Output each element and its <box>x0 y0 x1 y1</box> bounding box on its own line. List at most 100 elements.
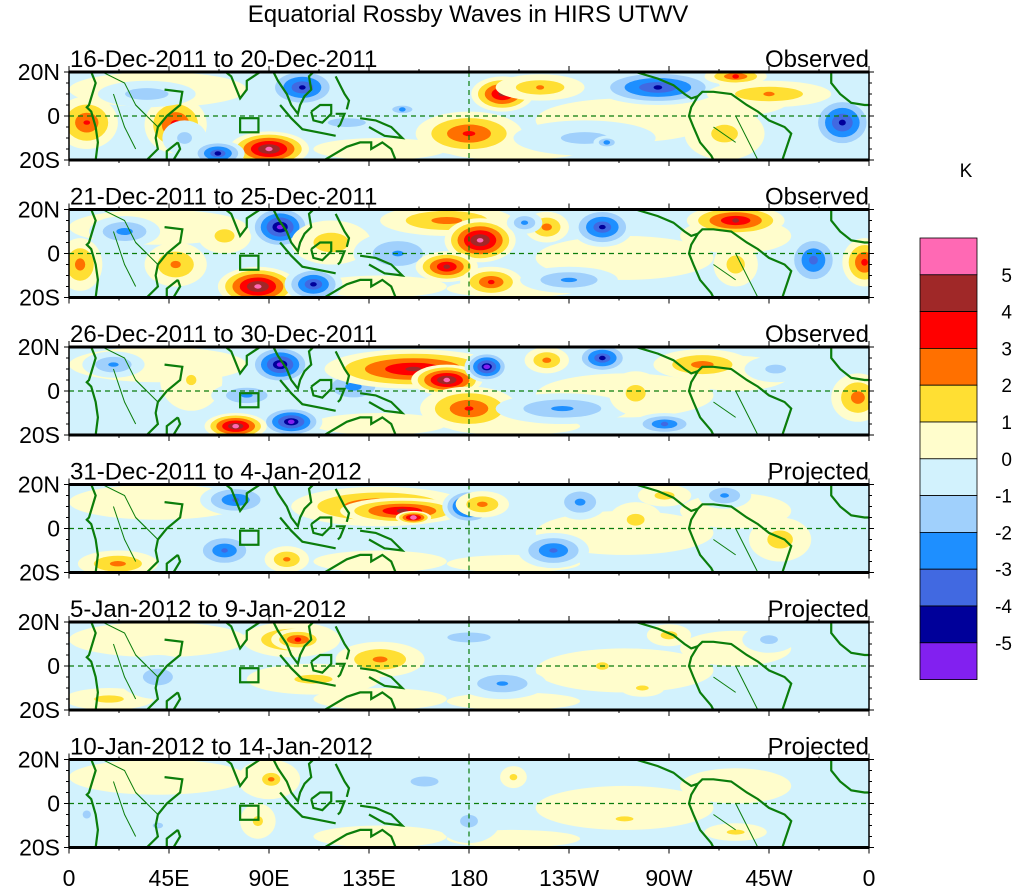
border-line <box>735 665 759 710</box>
region-box <box>239 117 260 134</box>
y-tick-label: 20N <box>18 334 60 360</box>
contour-level <box>254 284 262 289</box>
y-tick-label: 20N <box>18 609 60 635</box>
contour-level <box>574 498 586 506</box>
coastline <box>165 416 182 435</box>
coastline <box>310 791 333 812</box>
region-box <box>239 392 260 409</box>
x-tick-label: 90W <box>645 865 693 890</box>
contour-level <box>487 279 495 285</box>
coastline <box>310 516 333 537</box>
anomaly-field <box>69 209 869 298</box>
contour-level <box>654 491 675 500</box>
anomaly-feature <box>415 111 523 156</box>
coastline <box>830 209 869 244</box>
panel-status-label: Observed <box>765 46 869 73</box>
coastline <box>687 95 715 160</box>
panel-1: 20N 0 20S 16-Dec-2011 to 20-Dec-2011 Observe… <box>18 46 874 173</box>
contour-level <box>732 218 740 223</box>
contour-level <box>108 362 119 367</box>
coastline <box>310 378 333 399</box>
contour-level <box>720 493 729 498</box>
coastline <box>279 516 336 550</box>
coastline <box>272 622 315 667</box>
panels: 20N 0 20S 16-Dec-2011 to 20-Dec-2011 Observe… <box>18 46 874 861</box>
anomaly-feature <box>495 74 585 101</box>
panel-2: 20N 0 20S 21-Dec-2011 to 25-Dec-2011 Observe… <box>18 184 874 311</box>
anomaly-feature <box>420 386 518 431</box>
anomaly-feature <box>69 796 105 833</box>
colorbar-swatch <box>919 311 978 349</box>
field-weak-positive <box>69 759 247 795</box>
coastline <box>323 828 397 848</box>
border-line <box>112 368 137 425</box>
anomaly-feature <box>464 351 509 383</box>
coastline <box>697 90 793 160</box>
panel-4: 20N 0 20S 31-Dec-2011 to 4-Jan-2012 Projecte… <box>18 459 874 586</box>
contour-level <box>599 224 606 230</box>
x-tick-label: 45E <box>149 865 190 890</box>
panel-period-label: 21-Dec-2011 to 25-Dec-2011 <box>70 184 377 211</box>
coastline <box>272 209 315 254</box>
contour-level <box>861 258 868 266</box>
panel-status-label: Observed <box>765 184 869 211</box>
anomaly-feature <box>620 679 665 697</box>
anomaly-feature <box>831 373 869 422</box>
anomaly-feature <box>744 355 807 383</box>
anomaly-feature <box>609 371 663 416</box>
colorbar-swatch <box>919 384 978 423</box>
coastline <box>272 72 315 117</box>
anomaly-feature <box>786 233 841 287</box>
contour-level <box>711 124 738 143</box>
region-box <box>239 254 260 271</box>
border-line <box>735 528 759 573</box>
contour-level <box>542 357 552 363</box>
coastline <box>830 759 869 794</box>
anomaly-feature <box>249 209 312 250</box>
panel-3: 20N 0 20S 26-Dec-2011 to 30-Dec-2011 Observe… <box>18 321 874 448</box>
colorbar-tick-label: -3 <box>995 560 1012 581</box>
contour-level <box>252 816 263 827</box>
anomaly-feature <box>324 349 503 389</box>
coastline <box>635 759 699 788</box>
coastline <box>635 484 699 513</box>
coastline <box>85 347 99 435</box>
region-box <box>239 667 260 684</box>
coastline <box>334 763 351 798</box>
anomaly-feature <box>193 532 256 569</box>
anomaly-feature <box>811 96 869 149</box>
colorbar-tick-label: 1 <box>1001 413 1012 434</box>
contour-level <box>109 561 126 567</box>
coastline <box>697 228 793 298</box>
y-tick-label: 20N <box>18 59 60 85</box>
field-weak-positive <box>69 622 247 658</box>
coastline <box>310 103 333 124</box>
y-tick-label: 0 <box>47 791 60 817</box>
contour-level <box>483 364 491 369</box>
contour-level <box>496 681 509 686</box>
coastlines <box>85 759 869 848</box>
colorbar-swatch <box>919 532 978 570</box>
coastline <box>697 365 793 435</box>
coastline <box>830 484 869 519</box>
coastline <box>85 759 99 848</box>
contour-level <box>653 85 663 90</box>
contour-level <box>551 406 574 412</box>
panel-period-label: 5-Jan-2012 to 9-Jan-2012 <box>70 596 346 623</box>
region-box <box>239 804 260 821</box>
anomaly-feature <box>249 347 312 385</box>
anomaly-feature <box>395 510 432 525</box>
field-weak-positive <box>535 648 714 693</box>
coastline <box>335 525 347 541</box>
anomaly-feature <box>553 484 607 520</box>
coastline <box>279 379 336 412</box>
colorbar-swatch <box>919 642 978 680</box>
coastline <box>223 622 262 651</box>
field-weak-positive <box>69 484 247 520</box>
contour-level <box>74 258 86 271</box>
anomaly-feature <box>593 135 621 149</box>
colorbar-swatch <box>919 568 978 607</box>
y-tick-label: 0 <box>47 378 60 404</box>
anomaly-feature <box>160 349 223 411</box>
contour-level <box>410 515 417 520</box>
